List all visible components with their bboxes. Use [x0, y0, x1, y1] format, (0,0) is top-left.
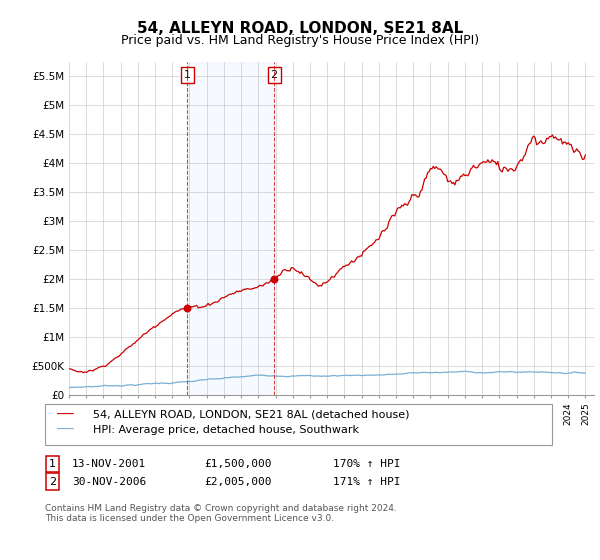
Text: 170% ↑ HPI: 170% ↑ HPI — [333, 459, 401, 469]
Text: 2: 2 — [49, 477, 56, 487]
Text: 30-NOV-2006: 30-NOV-2006 — [72, 477, 146, 487]
Text: 2: 2 — [271, 70, 278, 80]
Text: ——: —— — [57, 423, 74, 437]
Point — [269, 274, 279, 283]
Text: £1,500,000: £1,500,000 — [204, 459, 271, 469]
Text: 13-NOV-2001: 13-NOV-2001 — [72, 459, 146, 469]
Text: Price paid vs. HM Land Registry's House Price Index (HPI): Price paid vs. HM Land Registry's House … — [121, 34, 479, 46]
Bar — [187, 62, 274, 395]
Text: 1: 1 — [184, 70, 191, 80]
Text: 54, ALLEYN ROAD, LONDON, SE21 8AL (detached house): 54, ALLEYN ROAD, LONDON, SE21 8AL (detac… — [93, 409, 409, 419]
Text: 54, ALLEYN ROAD, LONDON, SE21 8AL: 54, ALLEYN ROAD, LONDON, SE21 8AL — [137, 21, 463, 36]
Text: 1: 1 — [49, 459, 56, 469]
Text: 171% ↑ HPI: 171% ↑ HPI — [333, 477, 401, 487]
Text: Contains HM Land Registry data © Crown copyright and database right 2024.
This d: Contains HM Land Registry data © Crown c… — [45, 504, 397, 524]
Text: £2,005,000: £2,005,000 — [204, 477, 271, 487]
Text: HPI: Average price, detached house, Southwark: HPI: Average price, detached house, Sout… — [93, 425, 359, 435]
Text: ——: —— — [57, 408, 74, 422]
Point — [182, 304, 192, 312]
